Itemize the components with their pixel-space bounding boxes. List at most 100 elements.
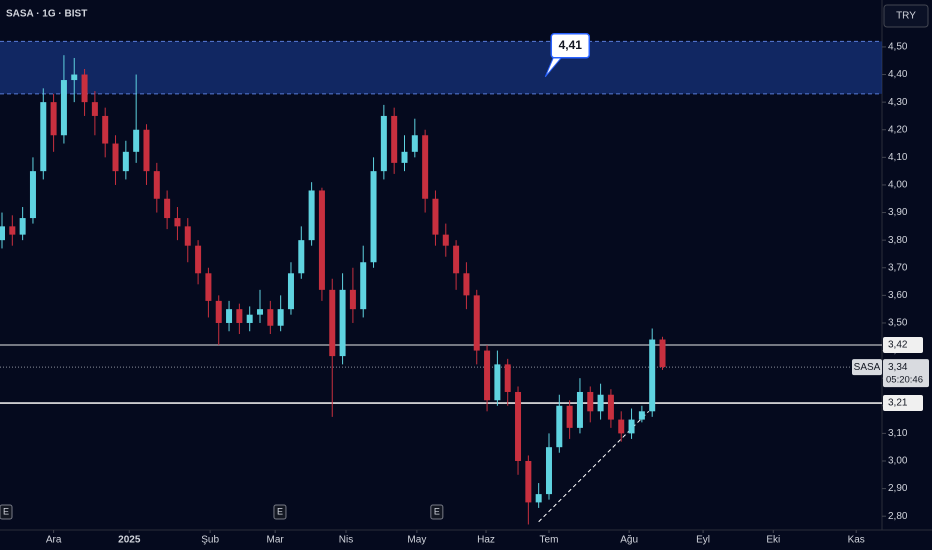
candle-body [267,309,274,326]
currency-label[interactable]: TRY [896,11,916,22]
candle-body [236,309,243,323]
x-tick-label: Tem [540,535,559,546]
candle-body [277,309,284,326]
candle-body [246,314,253,323]
level-badge-label: 3,42 [888,340,908,351]
event-marker[interactable] [430,504,444,520]
x-tick-label: Haz [477,535,495,546]
candle-body [442,234,449,246]
candle-body [329,289,336,357]
candle-body [494,364,501,401]
event-label[interactable]: E [3,506,9,516]
zone [0,41,882,94]
candle-body [504,364,511,392]
candle-body [370,171,377,263]
candle-body [525,460,532,503]
y-tick-label: 4,20 [888,124,908,135]
candle-body [50,102,57,136]
candle-body [102,115,109,144]
candle-body [81,74,88,103]
symbol-badge [852,359,882,376]
x-tick-label: May [407,535,426,546]
candle-body [401,151,408,163]
y-tick-label: 2,90 [888,483,908,494]
candle-body [308,190,315,241]
y-tick-label: 4,00 [888,180,908,191]
candle-body [380,115,387,172]
y-tick-label: 4,40 [888,69,908,80]
candle-body [143,129,150,172]
level-badge-label: 3,21 [888,398,908,409]
candle-body [318,190,325,290]
candle-body [153,171,160,199]
candle-body [607,394,614,420]
candle-body [628,419,635,434]
candle-body [9,226,16,235]
y-tick-label: 3,60 [888,290,908,301]
candle-body [432,198,439,235]
x-tick-label: Eyl [696,535,710,546]
candle-body [535,494,542,503]
symbol-badge-label: SASA [854,362,881,373]
candle-body [195,245,202,274]
callout-box [550,33,591,59]
candle-body [226,309,233,323]
candle-body [453,245,460,274]
candle-body [215,300,222,323]
candle-body [112,143,119,172]
candle-body [545,447,552,495]
candle-body [597,394,604,412]
candle-body [391,115,398,163]
candle-body [287,273,294,310]
candle-body [0,226,5,241]
candle-body [122,151,129,172]
candle-body [659,339,666,368]
y-tick-label: 4,10 [888,152,908,163]
x-tick-label: Eki [766,535,780,546]
y-tick-label: 3,50 [888,318,908,329]
level-badge [883,395,923,412]
candle-body [422,135,429,199]
candle-body [164,198,171,219]
x-tick-label: Mar [267,535,285,546]
y-tick-label: 3,80 [888,235,908,246]
candle-body [205,273,212,301]
candle-body [566,405,573,428]
x-tick-label: Nis [339,535,353,546]
candle-body [184,226,191,246]
callout-label: 4,41 [559,38,583,52]
candle-body [298,240,305,274]
candle-body [174,218,181,227]
candle-body [60,80,67,136]
candle-body [360,262,367,310]
candle-body [618,419,625,434]
event-label[interactable]: E [434,506,440,516]
candle-body [19,218,26,235]
currency-button[interactable] [883,4,929,28]
candle-body [349,289,356,310]
y-tick-label: 3,10 [888,428,908,439]
event-marker[interactable] [273,504,287,520]
event-marker[interactable] [0,504,13,520]
candle-body [638,411,645,420]
countdown: 05:20:46 [886,375,923,386]
candle-body [133,129,140,152]
x-tick-label: Ağu [620,535,638,546]
candle-body [29,171,36,219]
candle-body [339,289,346,357]
candle-body [463,273,470,296]
candle-body [257,309,264,315]
candle-body [411,135,418,152]
y-tick-label: 4,50 [888,42,908,53]
y-tick-label: 3,00 [888,456,908,467]
candle-body [515,391,522,461]
x-tick-label: 2025 [118,535,141,546]
candle-body [484,350,491,401]
candle-body [587,391,594,412]
event-label[interactable]: E [277,506,283,516]
symbol-title: SASA · 1G · BIST [6,9,87,20]
y-tick-label: 3,70 [888,262,908,273]
candle-body [556,405,563,448]
